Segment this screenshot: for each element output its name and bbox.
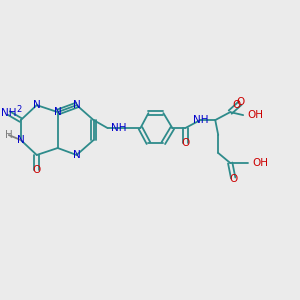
Text: H: H (5, 130, 13, 140)
Text: N: N (73, 150, 80, 160)
Text: NH: NH (193, 115, 208, 125)
Text: O: O (33, 165, 41, 175)
Text: O: O (236, 97, 244, 107)
Text: N: N (33, 100, 40, 110)
Text: OH: OH (252, 158, 268, 168)
Text: N: N (17, 135, 25, 145)
Text: O: O (229, 174, 237, 184)
Text: 2: 2 (17, 105, 22, 114)
Text: OH: OH (247, 110, 263, 120)
Text: O: O (232, 100, 240, 110)
Text: NH: NH (111, 123, 126, 133)
Text: N: N (73, 100, 80, 110)
Text: N: N (54, 107, 61, 117)
Text: NH: NH (1, 108, 16, 118)
Text: O: O (181, 138, 189, 148)
